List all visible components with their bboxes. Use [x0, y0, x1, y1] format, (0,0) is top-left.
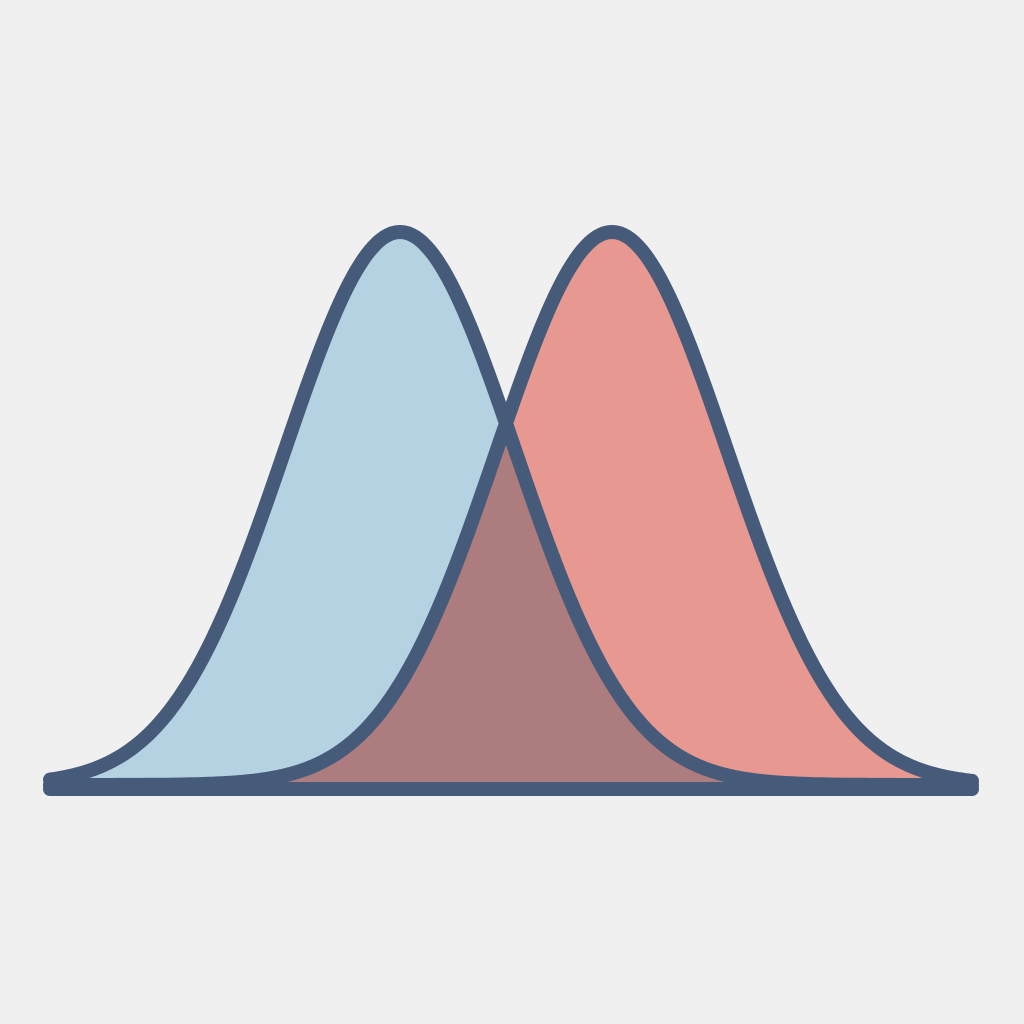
- bell-curves-graphic: [43, 225, 979, 796]
- overlapping-distributions-illustration: [43, 225, 979, 796]
